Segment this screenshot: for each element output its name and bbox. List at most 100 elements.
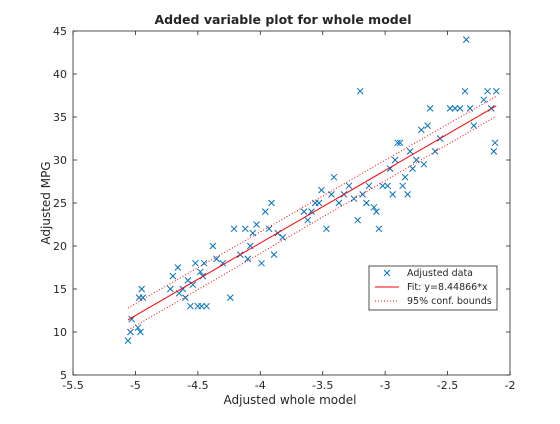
data-point bbox=[197, 268, 204, 276]
legend-label-data: Adjusted data bbox=[407, 268, 473, 279]
data-point bbox=[261, 208, 269, 215]
y-tick-label: 30 bbox=[53, 154, 67, 167]
data-point bbox=[244, 255, 252, 263]
data-point bbox=[200, 259, 208, 267]
data-point bbox=[203, 302, 210, 310]
x-tick-label: -2.5 bbox=[437, 379, 458, 392]
data-point bbox=[213, 255, 220, 263]
data-point bbox=[124, 337, 132, 344]
data-point bbox=[335, 199, 343, 207]
chart-title: Added variable plot for whole model bbox=[154, 12, 411, 27]
x-tick-label: -5 bbox=[130, 379, 141, 392]
data-point bbox=[345, 182, 353, 190]
plot-area bbox=[73, 31, 510, 375]
data-point bbox=[399, 182, 406, 190]
data-point bbox=[265, 225, 273, 233]
data-point bbox=[426, 105, 434, 112]
data-point bbox=[484, 87, 491, 95]
data-point bbox=[446, 105, 454, 112]
data-point bbox=[270, 251, 278, 258]
data-point bbox=[370, 203, 378, 211]
data-point bbox=[330, 173, 338, 181]
data-point bbox=[139, 294, 147, 301]
data-point bbox=[328, 191, 335, 198]
data-point bbox=[413, 156, 420, 164]
data-point bbox=[391, 156, 399, 164]
y-axis-label: Adjusted MPG bbox=[39, 161, 53, 244]
data-point bbox=[401, 173, 409, 181]
data-point bbox=[209, 242, 217, 250]
fit-line bbox=[127, 105, 497, 321]
data-point bbox=[315, 199, 323, 207]
data-point bbox=[462, 36, 470, 43]
data-point bbox=[431, 148, 439, 155]
y-tick-label: 35 bbox=[53, 111, 67, 124]
axes-layer: -5.5 -5 -4.5 -4 -3.5 -3 -2.5 -2 5 10 15 20 25 30 35 40 4… bbox=[53, 25, 515, 392]
data-point bbox=[258, 259, 265, 267]
data-point bbox=[456, 105, 464, 112]
conf-bound-lower bbox=[127, 115, 497, 331]
data-point bbox=[241, 225, 249, 233]
data-point bbox=[182, 294, 189, 301]
data-point bbox=[461, 87, 469, 95]
data-point bbox=[424, 122, 431, 129]
data-point bbox=[219, 259, 227, 267]
data-point bbox=[451, 105, 459, 112]
x-tick-label: -2 bbox=[505, 379, 516, 392]
legend-x-marker-icon bbox=[383, 269, 391, 277]
data-point bbox=[417, 126, 425, 134]
x-tick-label: -4 bbox=[255, 379, 266, 392]
data-point bbox=[384, 182, 391, 190]
data-point bbox=[420, 160, 428, 168]
data-point bbox=[480, 96, 488, 104]
data-point bbox=[187, 302, 194, 310]
legend-box bbox=[368, 265, 498, 311]
x-axis-label: Adjusted whole model bbox=[224, 393, 357, 407]
data-point bbox=[389, 191, 396, 198]
data-point bbox=[189, 281, 197, 289]
data-point bbox=[300, 208, 308, 215]
data-point bbox=[490, 148, 498, 155]
y-tick-label: 10 bbox=[53, 326, 67, 339]
data-point bbox=[491, 139, 499, 147]
data-point bbox=[249, 229, 257, 237]
data-layer bbox=[124, 36, 500, 344]
data-point bbox=[394, 139, 401, 147]
data-point bbox=[373, 208, 380, 215]
y-tick-label: 40 bbox=[53, 68, 67, 81]
x-tick-label: -5.5 bbox=[62, 379, 83, 392]
x-tick-label: -3 bbox=[380, 379, 391, 392]
data-point bbox=[492, 87, 500, 95]
data-point bbox=[365, 182, 373, 190]
y-tick-label: 5 bbox=[60, 369, 67, 382]
data-point bbox=[375, 225, 383, 233]
data-point bbox=[192, 259, 199, 267]
y-tick-label: 25 bbox=[53, 197, 67, 210]
y-tick-label: 45 bbox=[53, 25, 67, 38]
data-point bbox=[323, 225, 330, 233]
data-point bbox=[167, 285, 174, 293]
data-point bbox=[304, 216, 312, 224]
legend-label-fit: Fit: y=8.44866*x bbox=[407, 282, 488, 293]
data-point bbox=[137, 328, 144, 336]
legend: Adjusted data Fit: y=8.44866*x 95% conf.… bbox=[368, 265, 498, 311]
data-point bbox=[230, 225, 238, 233]
data-point bbox=[409, 165, 416, 172]
legend-label-bounds: 95% conf. bounds bbox=[407, 296, 492, 307]
data-point bbox=[396, 139, 404, 147]
data-point bbox=[279, 234, 287, 241]
data-point bbox=[354, 216, 362, 224]
data-point bbox=[138, 285, 146, 293]
data-point bbox=[169, 272, 177, 280]
data-point bbox=[404, 191, 411, 198]
data-point bbox=[268, 199, 275, 207]
data-point bbox=[174, 264, 182, 271]
data-point bbox=[363, 199, 370, 207]
data-point bbox=[379, 182, 386, 190]
x-tick-label: -3.5 bbox=[312, 379, 333, 392]
y-tick-label: 15 bbox=[53, 283, 67, 296]
data-point bbox=[226, 294, 234, 301]
data-point bbox=[356, 87, 364, 95]
